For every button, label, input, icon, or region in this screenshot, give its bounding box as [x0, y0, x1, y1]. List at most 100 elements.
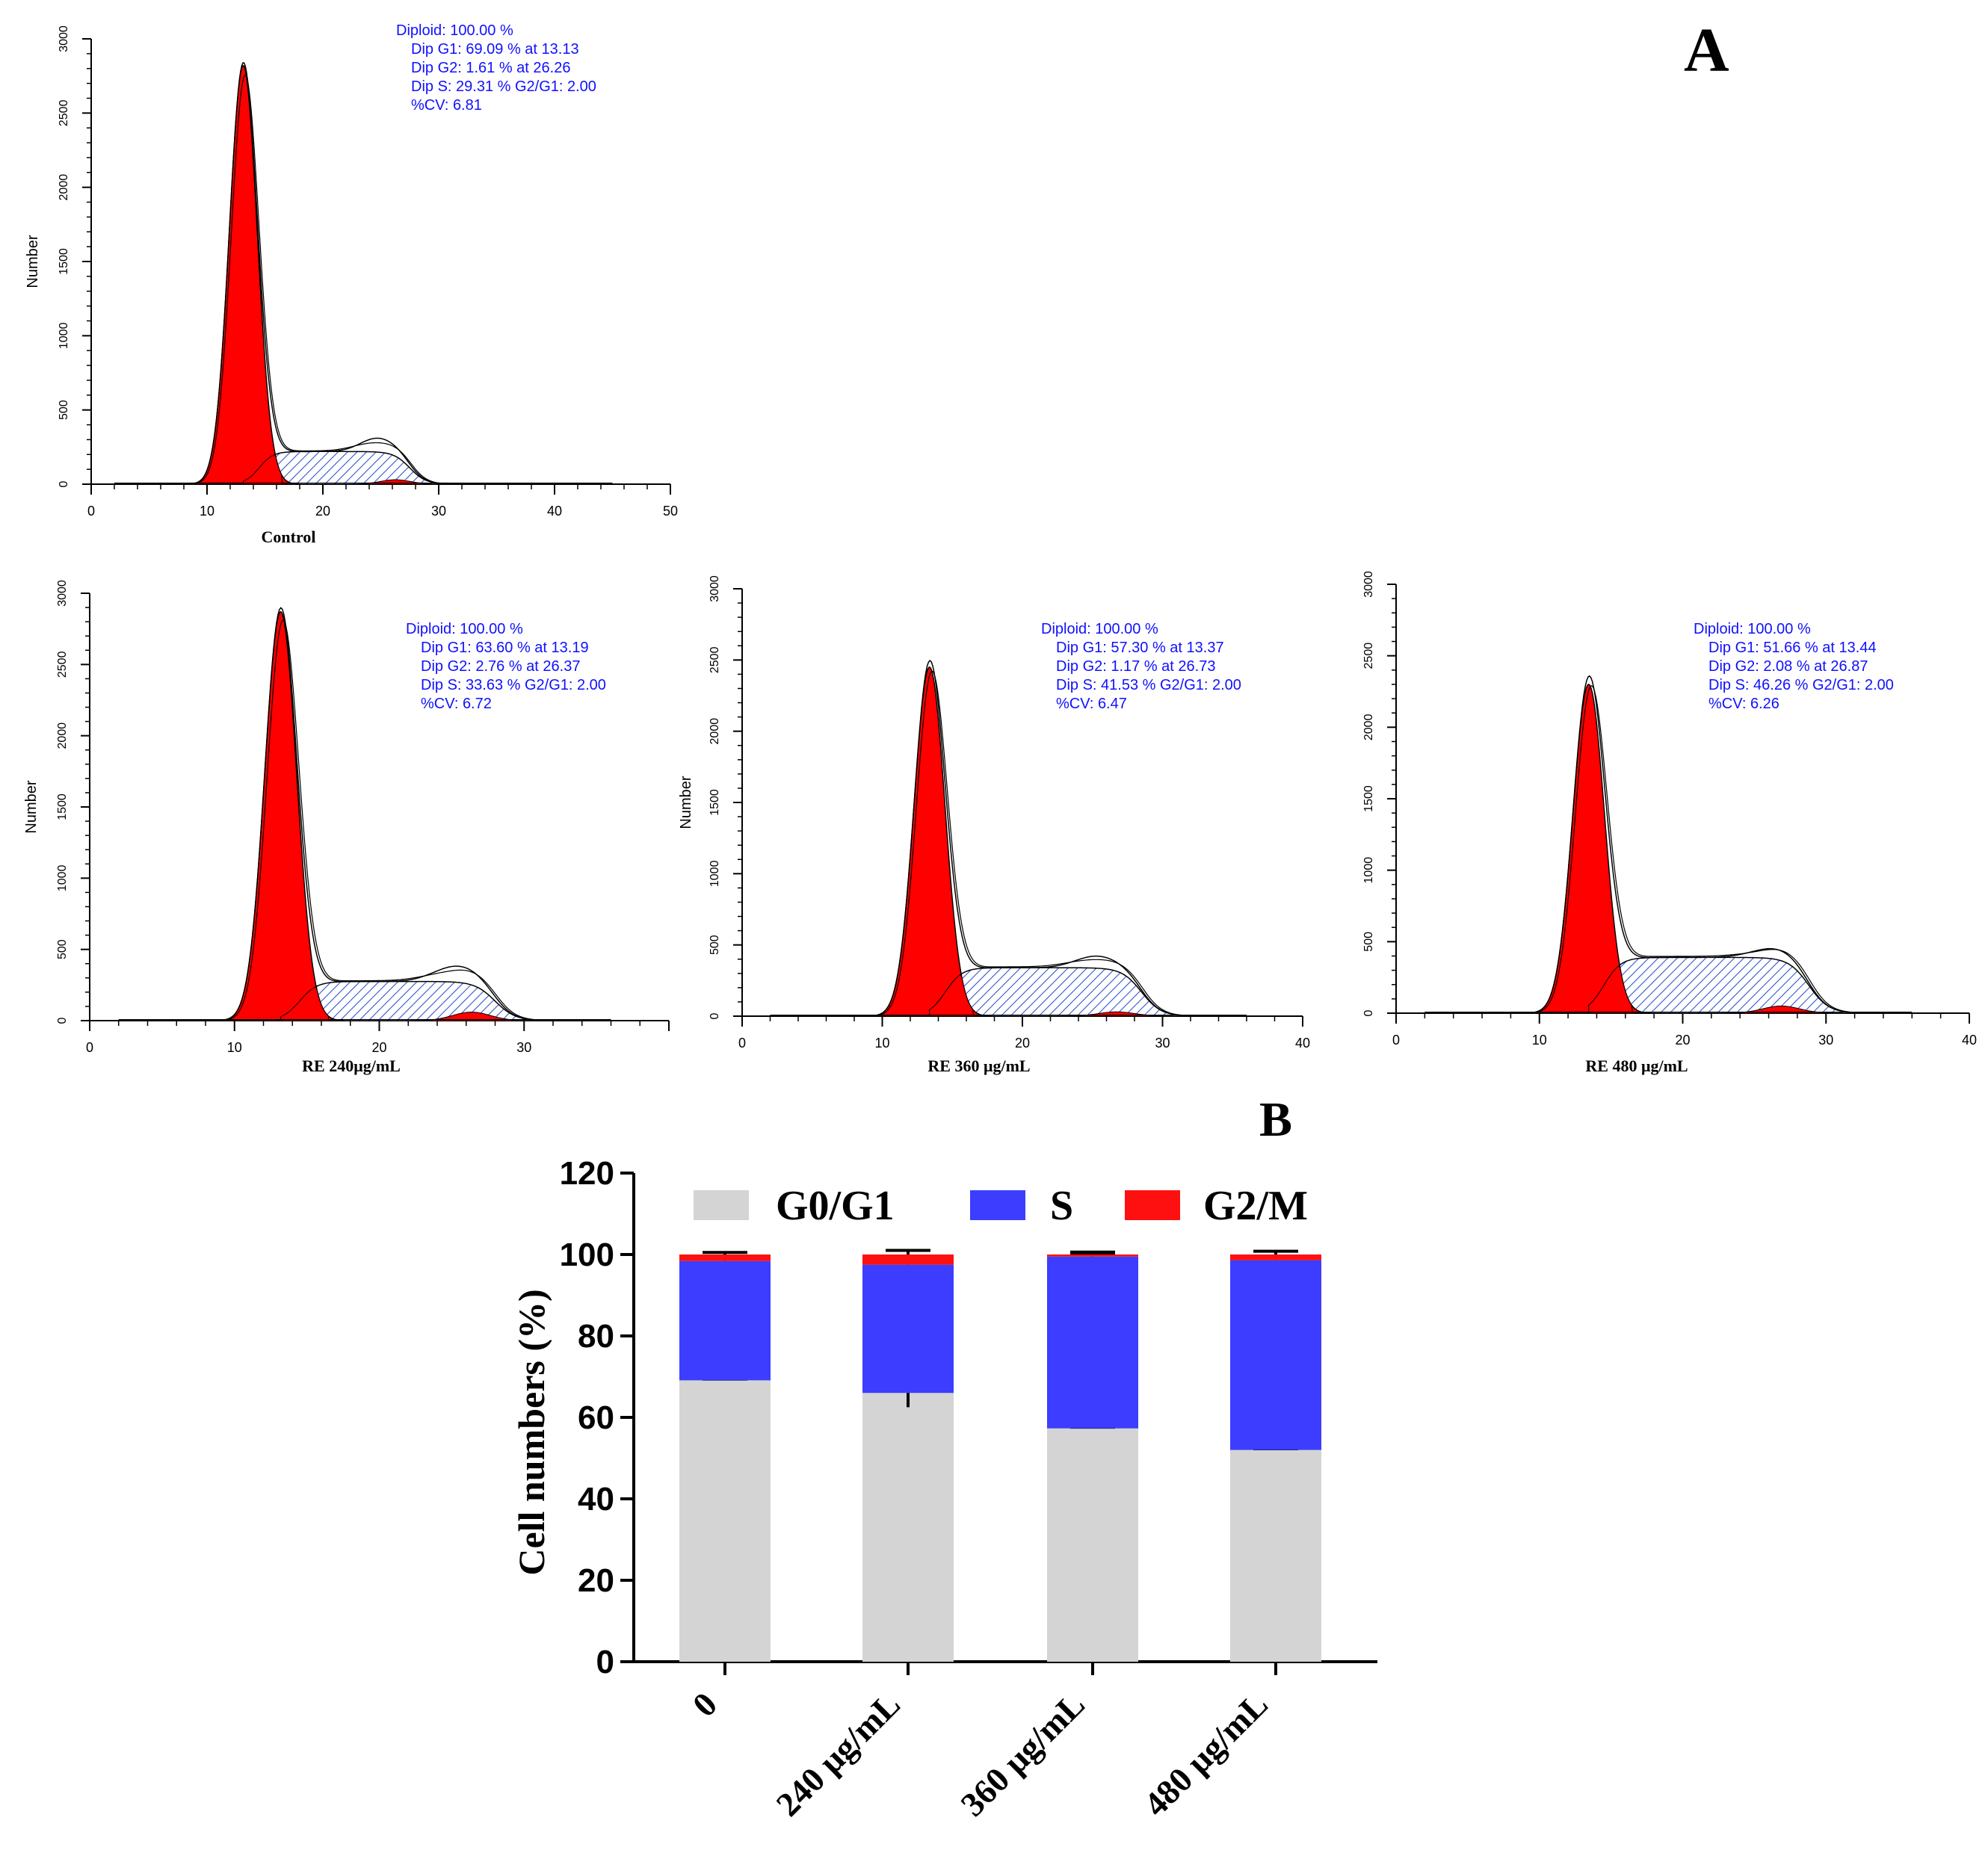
stats-line-4: Dip S: 41.53 % G2/G1: 2.00: [1056, 677, 1241, 693]
x-tick-label: 10: [1532, 1033, 1547, 1048]
stats-line-1: Diploid: 100.00 %: [406, 621, 523, 637]
legend-label: S: [1050, 1183, 1073, 1229]
y-tick-label: 0: [56, 1017, 69, 1024]
y-tick-label: 0: [709, 1012, 721, 1019]
x-tick-label: 10: [200, 504, 214, 519]
bar-y-tick-label: 120: [560, 1155, 614, 1192]
stats-line-4: Dip S: 29.31 % G2/G1: 2.00: [411, 78, 596, 95]
x-tick-label: 10: [874, 1036, 889, 1051]
y-tick-label: 500: [58, 400, 70, 420]
legend-swatch: [970, 1190, 1025, 1220]
x-tick-label: 30: [516, 1040, 531, 1055]
x-tick-label: 0: [1392, 1033, 1400, 1048]
bar-y-tick-label: 60: [578, 1399, 614, 1436]
x-tick-label: 0: [87, 504, 95, 519]
envelope-line: [206, 607, 552, 1021]
y-tick-label: 2500: [709, 646, 721, 673]
g2-peak: [1706, 1005, 1856, 1014]
legend-label: G2/M: [1203, 1183, 1308, 1229]
stats-line-4: Dip S: 33.63 % G2/G1: 2.00: [421, 677, 606, 693]
envelope-line-2: [1513, 684, 1856, 1014]
y-tick-label: 1500: [709, 789, 721, 816]
histogram-re480: 0 500 1000 1500 2000 2500 3000 0 10 20 30 40 RE 480 …: [1362, 571, 1977, 1075]
x-tick-label: 20: [371, 1040, 386, 1055]
bar-g0g1-2: [1047, 1428, 1138, 1662]
histogram-title: RE 360 μg/mL: [927, 1057, 1030, 1075]
envelope-line-2: [185, 75, 463, 485]
y-tick-label: 2500: [56, 651, 69, 678]
envelope-line-2: [856, 670, 1191, 1017]
y-tick-label: 2500: [58, 99, 70, 126]
stats-line-2: Dip G1: 63.60 % at 13.19: [421, 640, 589, 656]
bar-g2m-0: [679, 1255, 771, 1261]
y-tick-label: 2000: [56, 723, 69, 749]
x-tick-label: 0: [738, 1036, 746, 1051]
histogram-title: RE 480 μg/mL: [1585, 1057, 1688, 1075]
x-tick-label: 50: [663, 504, 678, 519]
x-tick-label: 30: [1818, 1033, 1833, 1048]
legend-swatch: [694, 1190, 749, 1220]
envelope-line: [183, 62, 461, 485]
envelope-line-2: [207, 619, 554, 1021]
stats-line-3: Dip G2: 2.08 % at 26.87: [1708, 658, 1868, 675]
g1-peak: [187, 64, 300, 485]
stats-line-5: %CV: 6.81: [411, 97, 482, 114]
bar-y-tick-label: 20: [578, 1562, 614, 1599]
y-tick-label: 2000: [709, 718, 721, 745]
histogram-re360: 0 500 1000 1500 2000 2500 3000 0 10 20 30 40 Number R…: [678, 575, 1310, 1075]
y-tick-label: 1500: [58, 248, 70, 275]
stats-line-4: Dip S: 46.26 % G2/G1: 2.00: [1708, 677, 1894, 693]
bar-g0g1-3: [1230, 1450, 1321, 1662]
y-tick-label: 0: [58, 480, 70, 487]
g1-s-overlap: [1588, 965, 1633, 1014]
bar-y-tick-label: 80: [578, 1318, 614, 1355]
x-tick-label: 40: [1295, 1036, 1310, 1051]
y-tick-label: 2000: [1362, 714, 1375, 740]
y-tick-label: 3000: [709, 575, 721, 602]
stats-line-1: Diploid: 100.00 %: [1041, 621, 1158, 637]
stats-line-3: Dip G2: 2.76 % at 26.37: [421, 658, 580, 675]
bar-y-tick-label: 0: [596, 1644, 614, 1680]
histogram-control: 0 500 1000 1500 2000 2500 3000 0 10 20 30 40 50 Numbe…: [25, 22, 678, 546]
y-tick-label: 1000: [709, 860, 721, 887]
bar-s-0: [679, 1260, 771, 1381]
y-tick-label: 3000: [1362, 571, 1375, 598]
legend-label: G0/G1: [776, 1183, 895, 1229]
y-axis-label: Number: [678, 776, 694, 829]
y-tick-label: 2000: [58, 174, 70, 201]
bar-g0g1-0: [679, 1380, 771, 1662]
g2-peak: [1043, 1011, 1190, 1017]
y-tick-label: 500: [56, 939, 69, 959]
panel-label-a: A: [1684, 16, 1729, 85]
y-tick-label: 3000: [56, 580, 69, 607]
bar-g0g1-1: [862, 1393, 954, 1662]
x-tick-label: 20: [315, 504, 330, 519]
y-tick-label: 500: [709, 935, 721, 955]
stats-line-3: Dip G2: 1.17 % at 26.73: [1056, 658, 1215, 675]
y-axis-label: Number: [23, 780, 40, 833]
x-tick-label: 40: [1962, 1033, 1977, 1048]
bar-s-3: [1230, 1260, 1321, 1450]
stats-line-3: Dip G2: 1.61 % at 26.26: [411, 60, 570, 76]
g1-s-overlap: [280, 986, 330, 1021]
y-tick-label: 0: [1362, 1009, 1375, 1016]
bar-g2m-1: [862, 1255, 954, 1265]
g1-peak: [867, 666, 992, 1017]
y-tick-label: 2500: [1362, 643, 1375, 669]
histogram-title: Control: [262, 528, 316, 546]
g1-s-overlap: [929, 974, 974, 1017]
bar-x-tick-label: 240 μg/mL: [769, 1685, 908, 1824]
panel-label-b: B: [1259, 1092, 1292, 1147]
g1-s-overlap: [243, 454, 283, 485]
histogram-title: RE 240μg/mL: [302, 1057, 401, 1075]
stats-line-2: Dip G1: 51.66 % at 13.44: [1708, 640, 1877, 656]
y-tick-label: 500: [1362, 932, 1375, 952]
y-tick-label: 1000: [1362, 857, 1375, 884]
y-tick-label: 1500: [56, 793, 69, 820]
bar-y-tick-label: 100: [560, 1237, 614, 1273]
legend-swatch: [1125, 1190, 1180, 1220]
bar-g2m-3: [1230, 1255, 1321, 1260]
g2-peak: [396, 1012, 547, 1021]
y-tick-label: 1000: [58, 322, 70, 349]
y-tick-label: 1500: [1362, 785, 1375, 812]
